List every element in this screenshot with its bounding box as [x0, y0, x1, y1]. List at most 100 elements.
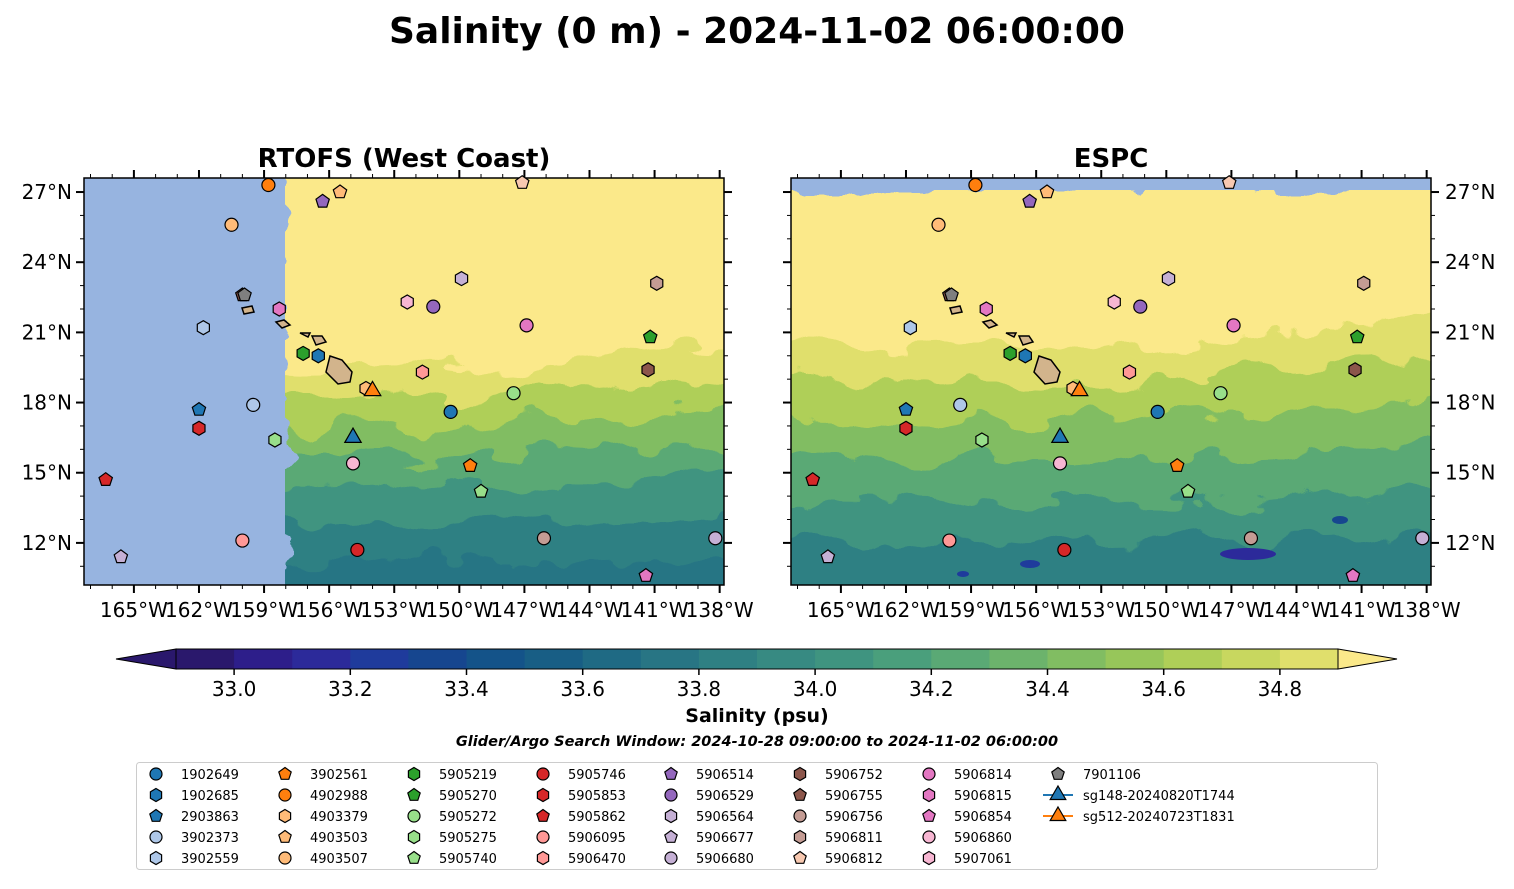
legend-marker	[278, 851, 292, 865]
espc-x-tick-label: 162°W	[872, 598, 940, 622]
legend-label: 5906680	[696, 852, 754, 867]
figure-title: Salinity (0 m) - 2024-11-02 06:00:00	[389, 11, 1125, 52]
colorbar-bin	[1163, 649, 1223, 669]
legend-marker	[922, 808, 936, 822]
colorbar-bin	[582, 649, 642, 669]
legend-marker	[407, 829, 421, 845]
legend-marker	[278, 788, 292, 802]
legend-label: 5907061	[954, 852, 1012, 867]
rtofs-argo-marker	[315, 193, 331, 208]
rtofs-argo-marker	[536, 531, 552, 546]
legend-label: 5906095	[568, 831, 626, 846]
legend-marker	[278, 766, 292, 780]
rtofs-argo-marker	[454, 270, 469, 287]
rtofs-argo-marker	[400, 294, 414, 310]
legend-marker	[922, 787, 936, 803]
espc-x-tick-label: 165°W	[807, 598, 875, 622]
rtofs-x-tick-label: 147°W	[490, 598, 558, 622]
espc-argo-marker	[1415, 531, 1430, 546]
colorbar-bin	[757, 649, 816, 669]
legend-label: 5906811	[825, 831, 883, 846]
espc-argo-marker	[1133, 299, 1148, 314]
espc-argo-marker	[1226, 318, 1241, 333]
legend-label: 5906860	[954, 831, 1012, 846]
colorbar-bin	[640, 649, 700, 669]
colorbar-tick-label: 33.6	[560, 677, 605, 701]
rtofs-argo-marker	[332, 184, 348, 199]
legend-label: 5906755	[825, 789, 883, 804]
colorbar-bin	[1105, 649, 1165, 669]
legend-marker	[793, 850, 807, 864]
colorbar-frame	[175, 648, 1339, 670]
rtofs-argo-marker	[237, 287, 252, 302]
rtofs-argo-marker	[462, 457, 478, 472]
colorbar-bin	[815, 649, 874, 669]
colorbar-tick-label: 33.8	[677, 677, 722, 701]
legend-label: 4903507	[310, 852, 368, 867]
legend-label: 5906677	[696, 831, 754, 846]
colorbar-bin	[176, 649, 235, 669]
legend-label: 1902649	[181, 768, 239, 783]
colorbar-extend-low	[115, 648, 177, 670]
legend-label: 5906815	[954, 789, 1012, 804]
rtofs-argo-marker	[514, 174, 530, 189]
espc-argo-marker	[953, 397, 968, 412]
rtofs-x-tick-label: 162°W	[165, 598, 233, 622]
legend-label: 5905740	[439, 852, 497, 867]
search-window-caption: Glider/Argo Search Window: 2024-10-28 09…	[456, 734, 1058, 750]
espc-y-tick-label: 18°N	[1445, 391, 1495, 415]
colorbar-tick-label: 34.0	[793, 677, 838, 701]
legend-marker	[664, 766, 678, 780]
legend-glider-marker	[1049, 784, 1067, 801]
legend-marker	[407, 809, 421, 823]
legend-frame	[136, 762, 1378, 870]
legend-label: 5906756	[825, 810, 883, 825]
espc-argo-marker	[975, 432, 989, 448]
espc-argo-marker	[968, 177, 983, 193]
rtofs-y-tick-label: 12°N	[22, 531, 72, 555]
colorbar-bin	[873, 649, 932, 669]
colorbar-tick-label: 34.2	[909, 677, 954, 701]
colorbar-bin	[989, 649, 1048, 669]
legend-label: 5905853	[568, 789, 626, 804]
legend-marker	[536, 787, 550, 803]
legend-label: 5905862	[568, 810, 626, 825]
legend-label: 2903863	[181, 810, 239, 825]
espc-argo-marker	[1345, 567, 1361, 582]
rtofs-argo-marker	[443, 404, 458, 420]
legend-label: 4903503	[310, 831, 368, 846]
legend: 1902649 1902685 2903863 3902373 3902559 39025…	[136, 762, 1378, 870]
legend-marker	[922, 850, 936, 866]
rtofs-argo-marker	[98, 471, 114, 486]
legend-label: 3902561	[310, 768, 368, 783]
legend-marker	[407, 787, 421, 801]
legend-marker	[407, 766, 421, 782]
rtofs-argo-marker	[345, 456, 361, 471]
espc-argo-marker	[1003, 345, 1017, 362]
colorbar-tick-label: 34.4	[1025, 677, 1070, 701]
rtofs-y-tick-label: 15°N	[22, 461, 72, 485]
legend-label: 5906752	[825, 768, 883, 783]
legend-label: 5906814	[954, 768, 1012, 783]
rtofs-argo-marker	[641, 362, 655, 378]
espc-argo-marker	[899, 420, 913, 436]
colorbar-bin	[408, 649, 467, 669]
rtofs-argo-marker	[246, 397, 261, 412]
rtofs-y-tick-label: 24°N	[22, 250, 72, 274]
rtofs-argo-marker	[235, 533, 250, 548]
legend-marker	[664, 851, 678, 865]
espc-y-tick-label: 27°N	[1445, 180, 1495, 204]
legend-label: 4903379	[310, 810, 368, 825]
colorbar-bin	[931, 649, 990, 669]
legend-marker	[536, 850, 550, 866]
espc-argo-marker	[1161, 270, 1176, 287]
rtofs-argo-marker	[268, 432, 282, 448]
legend-label: 3902373	[181, 831, 239, 846]
legend-marker	[664, 808, 678, 824]
rtofs-argo-marker	[224, 217, 239, 232]
legend-marker	[793, 766, 807, 782]
rtofs-argo-marker	[196, 320, 210, 336]
rtofs-argo-marker	[708, 531, 723, 546]
